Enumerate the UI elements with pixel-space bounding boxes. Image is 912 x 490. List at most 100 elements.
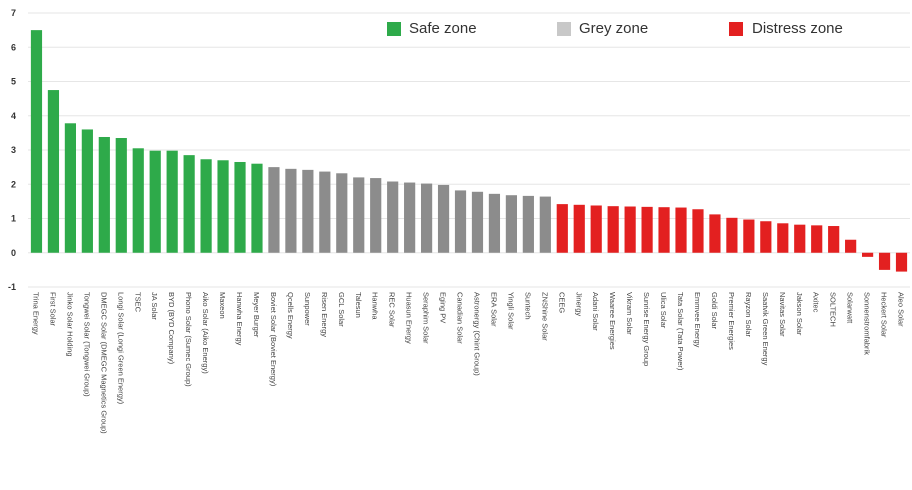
x-tick-label: Trina Energy	[31, 292, 40, 335]
bar-safe	[200, 159, 212, 253]
bar-grey	[421, 183, 433, 253]
legend-label-safe: Safe zone	[409, 20, 477, 37]
bar-grey	[505, 195, 517, 253]
x-tick-label: First Solar	[48, 292, 57, 327]
bar-distress	[828, 226, 840, 253]
x-tick-label: BYD (BYD Company)	[167, 292, 176, 365]
x-tick-label: Adani Solar	[591, 292, 600, 331]
bar-distress	[692, 209, 704, 253]
bar-distress	[658, 207, 670, 253]
bar-grey	[522, 195, 534, 253]
x-tick-label: JA Solar	[150, 292, 159, 320]
y-tick-label: 0	[11, 248, 16, 258]
bar-distress	[624, 206, 636, 253]
x-tick-label: Tata Solar (Tata Power)	[676, 292, 685, 371]
x-tick-label: Qcells Energy	[286, 292, 295, 339]
x-tick-label: Tongwei Solar (Tongwei Group)	[82, 292, 91, 397]
x-tick-label: Rayzon Solar	[744, 292, 753, 338]
x-tick-label: Huasun Energy	[405, 292, 414, 344]
bar-grey	[437, 184, 450, 253]
x-tick-label: Jinko Solar Holding	[65, 292, 74, 357]
bar-safe	[81, 129, 93, 253]
x-tick-label: Goldi Solar	[710, 292, 719, 330]
bar-safe	[132, 148, 144, 253]
x-tick-label: Solarwatt	[846, 292, 855, 324]
x-tick-label: GCL Solar	[337, 292, 346, 327]
x-tick-label: Waaree Energies	[608, 292, 617, 350]
legend-swatch-distress	[729, 22, 743, 36]
x-tick-label: Heckert Solar	[880, 292, 889, 338]
x-tick-label: Maxeon	[218, 292, 227, 319]
bar-grey	[539, 196, 551, 253]
y-tick-label: 3	[11, 145, 16, 155]
bar-distress	[607, 206, 619, 253]
bar-safe	[47, 90, 60, 253]
bar-safe	[115, 138, 127, 253]
y-axis-tick-labels: -1 0 1 2 3 4 5 6 7	[8, 8, 16, 292]
x-tick-label: Longi Solar (Longi Green Energy)	[116, 292, 125, 405]
x-tick-label: Seraphim Solar	[422, 292, 431, 344]
y-tick-label: 5	[11, 77, 16, 87]
x-tick-label: Eging PV	[439, 292, 448, 323]
x-tick-label: Ulica Solar	[659, 292, 668, 329]
x-tick-label: Hanwha	[371, 292, 380, 320]
bar-distress	[726, 217, 738, 253]
x-tick-label: DMEGC Solar (DMEGC Magnetics Group)	[99, 292, 108, 434]
x-tick-label: Saatvik Green Energy	[761, 292, 770, 366]
x-tick-label: Meyer Burger	[252, 292, 261, 338]
x-tick-label: Canadian Solar	[456, 292, 465, 344]
bar-distress	[862, 252, 874, 257]
bar-distress	[675, 207, 687, 253]
bar-safe	[234, 161, 246, 253]
y-tick-label: -1	[8, 282, 16, 292]
x-tick-label: Astronergy (Chint Group)	[472, 292, 481, 376]
y-tick-label: 1	[11, 214, 16, 224]
bar-safe	[149, 150, 161, 253]
bar-grey	[319, 171, 331, 253]
bar-safe	[98, 136, 110, 253]
x-tick-label: TSEC	[133, 292, 142, 313]
bar-distress	[760, 221, 772, 253]
bar-distress	[794, 224, 806, 253]
bar-grey	[488, 193, 501, 253]
x-tick-label: Risen Energy	[320, 292, 329, 337]
y-tick-label: 4	[11, 111, 16, 121]
x-tick-label: Emmvee Energy	[693, 292, 702, 348]
legend-label-distress: Distress zone	[752, 20, 843, 37]
bar-grey	[353, 177, 365, 253]
bar-grey	[336, 173, 348, 253]
x-tick-label: Navitas Solar	[778, 292, 787, 337]
x-tick-label: Suntech	[523, 292, 532, 320]
legend-label-grey: Grey zone	[579, 20, 649, 37]
bar-grey	[370, 178, 382, 253]
bar-distress	[777, 223, 789, 253]
bar-grey	[404, 182, 416, 253]
x-tick-label: Axitec	[812, 292, 821, 313]
bar-distress	[811, 225, 823, 253]
bar-distress	[556, 204, 568, 253]
bar-distress	[709, 214, 721, 253]
bar-safe	[166, 150, 178, 253]
x-tick-label: Yingli Solar	[506, 292, 515, 330]
x-tick-label: Talesun	[354, 292, 363, 318]
x-tick-label: CEEG	[557, 292, 566, 313]
x-tick-label: Sunrise Energy Group	[642, 292, 651, 366]
y-tick-label: 2	[11, 179, 16, 189]
legend-swatch-grey	[557, 22, 571, 36]
x-tick-label: Phono Solar (Sumec Group)	[184, 292, 193, 387]
x-tick-label: REC Solar	[388, 292, 397, 328]
bar-distress	[573, 204, 585, 253]
legend-swatch-safe	[387, 22, 401, 36]
x-tick-label: Boviet Solar (Boviet Energy)	[269, 292, 278, 387]
x-tick-label: Vikram Solar	[625, 292, 634, 335]
bar-grey	[268, 167, 280, 253]
bar-grey	[387, 181, 399, 253]
bar-safe	[251, 163, 263, 253]
bar-distress	[590, 205, 602, 253]
x-tick-label: Sonnenstromfabrik	[863, 292, 872, 355]
y-tick-label: 6	[11, 42, 16, 52]
bar-distress	[845, 239, 857, 253]
bar-distress	[743, 219, 755, 253]
x-tick-label: SOLTECH	[829, 292, 838, 327]
